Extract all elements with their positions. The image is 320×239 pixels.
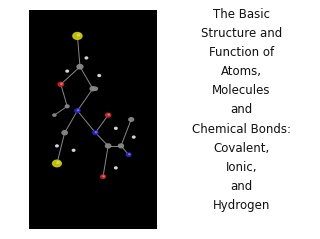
Text: Hydrogen: Hydrogen [213,199,270,212]
Circle shape [98,75,100,76]
Circle shape [129,118,133,121]
Circle shape [103,176,104,177]
Text: The Basic: The Basic [213,8,270,21]
Text: Covalent,: Covalent, [213,142,270,155]
Circle shape [106,113,111,117]
Circle shape [95,132,97,133]
Text: and: and [230,103,253,116]
Bar [29,10,157,229]
Circle shape [93,87,98,90]
Circle shape [65,105,69,108]
Circle shape [61,83,62,84]
Circle shape [57,162,60,164]
Circle shape [126,153,131,157]
Text: Molecules: Molecules [212,84,271,97]
Circle shape [129,154,130,155]
Circle shape [77,34,80,36]
Circle shape [90,87,95,91]
Circle shape [56,145,58,147]
Circle shape [132,136,135,138]
Text: Function of: Function of [209,46,274,59]
Circle shape [53,114,56,116]
Circle shape [58,82,63,86]
Text: Chemical Bonds:: Chemical Bonds: [192,123,291,136]
Circle shape [85,57,88,59]
Text: and: and [230,180,253,193]
Circle shape [52,160,61,167]
Circle shape [77,110,79,111]
Circle shape [62,131,67,135]
Circle shape [118,144,124,148]
Circle shape [115,167,117,169]
Circle shape [66,70,68,72]
Circle shape [108,114,109,115]
Circle shape [93,131,98,135]
Circle shape [77,65,83,69]
Circle shape [115,127,117,129]
Circle shape [106,144,111,148]
Circle shape [101,175,105,178]
Circle shape [75,109,80,113]
Text: Ionic,: Ionic, [226,161,257,174]
Circle shape [72,149,75,151]
Text: Structure and: Structure and [201,27,282,40]
Circle shape [73,33,82,39]
Text: Atoms,: Atoms, [221,65,262,78]
